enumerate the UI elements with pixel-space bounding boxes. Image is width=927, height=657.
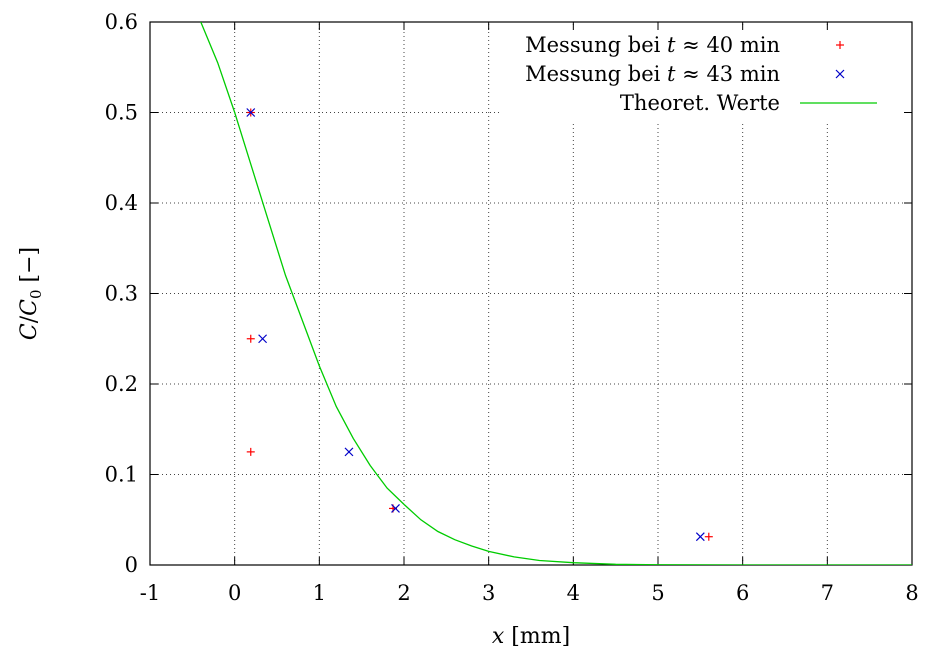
y-tick-label: 0.1: [105, 463, 138, 487]
y-axis-label: C/C0 [−]: [17, 247, 45, 340]
plus-marker: [246, 447, 255, 456]
cross-marker: [246, 108, 256, 117]
cross-marker: [391, 504, 400, 513]
cross-marker: [344, 447, 354, 457]
legend-label: Messung bei t ≈ 43 min: [525, 62, 780, 86]
plus-marker: [704, 532, 713, 541]
legend-label: Theoret. Werte: [620, 91, 780, 115]
x-tick-label: 6: [736, 581, 749, 605]
theory-curve-line: [200, 22, 912, 565]
y-tick-label: 0.5: [105, 101, 138, 125]
x-tick-label: 7: [821, 581, 834, 605]
data-points: [246, 108, 713, 542]
x-tick-label: 0: [228, 581, 241, 605]
legend: Messung bei t ≈ 40 min Messung bei t ≈ 43…: [525, 33, 877, 115]
y-tick-label: 0.4: [105, 191, 138, 215]
x-tick-label: 3: [482, 581, 495, 605]
x-tick-label: -1: [140, 581, 160, 605]
axes: -1 0 1 2 3 4 5 6 7 800.10.20.30.40.50.6: [105, 10, 919, 605]
legend-plus-marker: [836, 41, 844, 49]
y-tick-label: 0.6: [105, 10, 138, 34]
x-tick-label: 1: [313, 581, 326, 605]
y-tick-label: 0.2: [105, 372, 138, 396]
x-tick-label: 5: [651, 581, 664, 605]
cross-marker: [695, 532, 705, 542]
grid: [150, 22, 912, 565]
x-axis-label: x [mm]: [492, 624, 570, 649]
axis-labels: x [mm] C/C0 [−]: [17, 247, 570, 649]
x-tick-label: 4: [567, 581, 580, 605]
legend-label: Messung bei t ≈ 40 min: [525, 33, 780, 57]
x-tick-label: 8: [905, 581, 918, 605]
y-tick-label: 0: [125, 553, 138, 577]
legend-cross-marker: [835, 69, 845, 79]
plus-marker: [246, 334, 255, 343]
x-tick-label: 2: [397, 581, 410, 605]
cross-marker: [258, 334, 268, 344]
y-tick-label: 0.3: [105, 282, 138, 306]
theory-curve: [200, 22, 912, 565]
